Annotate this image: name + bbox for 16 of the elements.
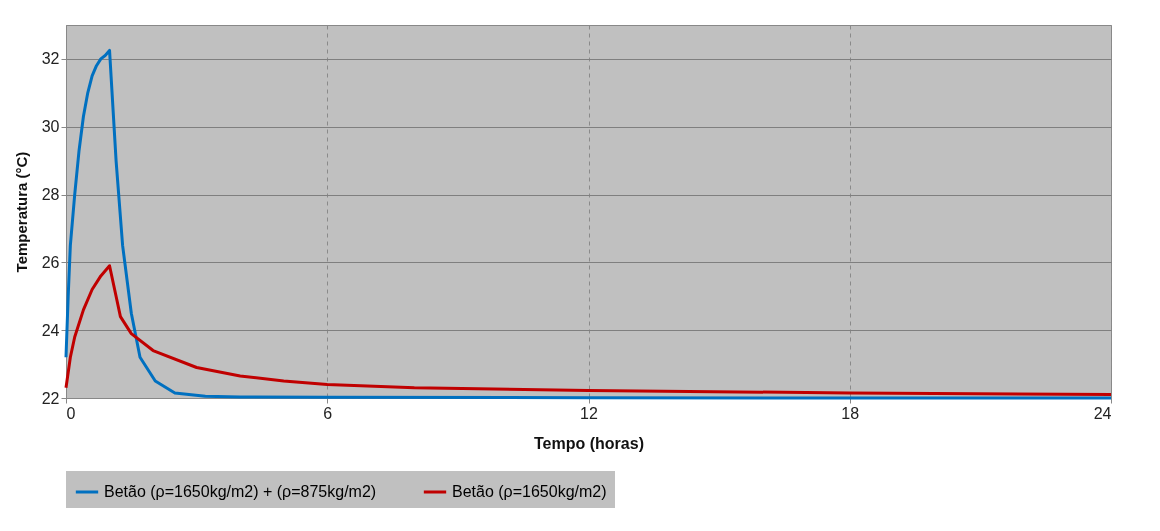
legend-label: Betão (ρ=1650kg/m2) + (ρ=875kg/m2): [104, 483, 377, 500]
x-axis-title: Tempo (horas): [534, 434, 644, 452]
x-tick-label: 6: [323, 404, 333, 422]
y-tick-label: 30: [41, 118, 60, 136]
y-tick-label: 24: [41, 321, 60, 339]
y-tick-label: 22: [41, 389, 60, 407]
line-series: [64, 48, 1113, 400]
legend-label: Betão (ρ=1650kg/m2): [452, 483, 607, 500]
x-tick-label: 24: [1093, 404, 1112, 422]
y-tick-label: 26: [41, 253, 60, 271]
y-tick-label: 28: [41, 186, 60, 204]
y-tick-label: 32: [41, 50, 60, 68]
y-axis-title: Temperatura (°C): [12, 151, 30, 273]
x-tick-label: 0: [66, 404, 76, 422]
x-tick-label: 18: [841, 404, 860, 422]
x-tick-label: 12: [580, 404, 598, 422]
